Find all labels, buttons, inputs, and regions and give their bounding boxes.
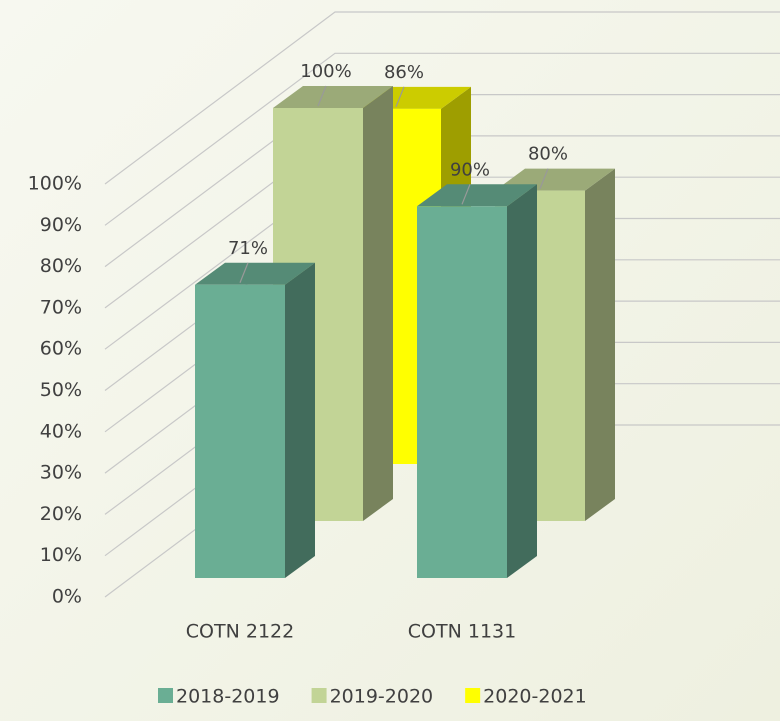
bar-top: [195, 262, 315, 285]
y-tick-label: 80%: [40, 255, 82, 277]
legend-label: 2018-2019: [176, 686, 280, 708]
bar-top: [417, 184, 537, 207]
y-tick-label: 40%: [40, 420, 82, 442]
data-label: 100%: [300, 61, 351, 82]
bar-side: [585, 168, 615, 521]
y-tick-label: 10%: [40, 544, 82, 566]
bar-front: [195, 284, 285, 578]
y-tick-label: 0%: [52, 586, 82, 608]
bar: [273, 86, 393, 521]
grid-line: [104, 11, 780, 185]
data-label: 86%: [384, 62, 424, 83]
bar-front: [417, 206, 507, 579]
leader-line: [239, 262, 249, 283]
y-tick-label: 60%: [40, 338, 82, 360]
bar: [417, 184, 537, 579]
data-label: 90%: [450, 159, 490, 180]
data-label: 71%: [228, 238, 268, 259]
leader-line: [395, 86, 405, 108]
y-tick-label: 70%: [40, 296, 82, 318]
bar: [195, 262, 315, 578]
y-tick-label: 20%: [40, 503, 82, 525]
legend-label: 2020-2021: [483, 686, 587, 708]
leader-line: [317, 85, 327, 107]
x-tick-label: COTN 1131: [408, 621, 516, 643]
legend-swatch: [311, 688, 327, 703]
leader-line: [461, 184, 471, 205]
bar-side: [507, 184, 537, 579]
y-tick-label: 50%: [40, 379, 82, 401]
grid-line: [104, 52, 780, 226]
leader-line: [539, 168, 549, 189]
y-tick-label: 100%: [28, 173, 82, 195]
data-label: 80%: [528, 144, 568, 165]
y-tick-label: 90%: [40, 214, 82, 236]
legend-swatch: [465, 688, 481, 703]
bar-top: [273, 86, 393, 108]
y-tick-label: 30%: [40, 462, 82, 484]
x-tick-label: COTN 2122: [186, 621, 294, 643]
bar-side: [363, 86, 393, 521]
legend-label: 2019-2020: [330, 686, 434, 708]
legend-swatch: [158, 688, 173, 703]
bar-side: [285, 262, 315, 578]
